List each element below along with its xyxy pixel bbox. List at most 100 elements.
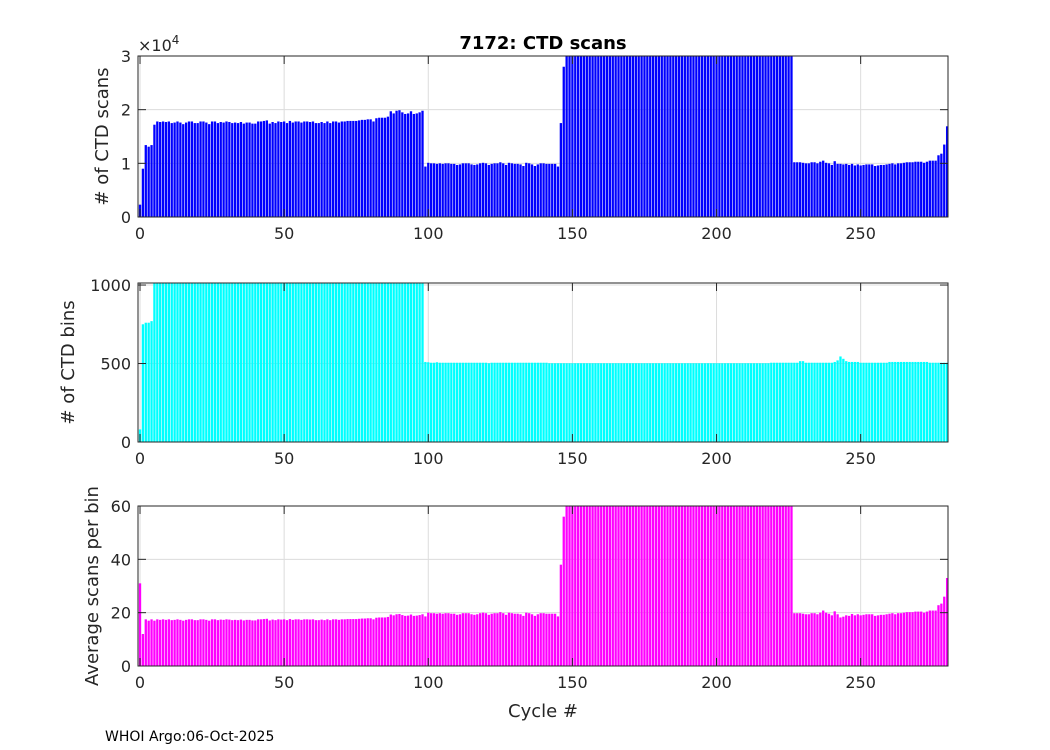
bar [755, 56, 759, 217]
bar [623, 506, 626, 666]
bar [862, 614, 865, 666]
bar [871, 362, 874, 442]
bar [504, 164, 508, 217]
bar [752, 363, 756, 442]
bar [749, 56, 753, 217]
bar [300, 619, 303, 666]
bar [634, 56, 637, 217]
bar [311, 283, 315, 442]
bar [804, 163, 808, 217]
bar [202, 619, 205, 666]
bar [470, 164, 473, 217]
bar [712, 506, 715, 666]
bar [888, 361, 891, 442]
bar [257, 619, 260, 666]
bar [213, 619, 217, 666]
bar [228, 619, 231, 666]
x-tick-label: 250 [845, 673, 876, 692]
bar [450, 163, 453, 217]
bar [698, 56, 701, 217]
bar [539, 163, 542, 217]
bar [314, 283, 318, 442]
bar [703, 363, 707, 442]
bar [931, 362, 934, 442]
y-exponent-label: ×104 [138, 33, 179, 55]
bar [216, 123, 219, 217]
bar [496, 613, 499, 666]
bar [199, 619, 202, 666]
bar [819, 362, 822, 442]
bar [801, 162, 805, 217]
bar [675, 506, 678, 666]
bar [455, 362, 459, 442]
bar [366, 618, 369, 666]
bar [161, 619, 165, 666]
bar [620, 56, 623, 217]
bar [614, 506, 617, 666]
bar [193, 620, 196, 666]
bar [447, 362, 450, 442]
bar [184, 619, 188, 666]
bar [199, 283, 202, 442]
bar [686, 506, 689, 666]
bar [660, 506, 663, 666]
bar [161, 283, 165, 442]
bar [706, 363, 710, 442]
bar [914, 161, 917, 217]
bar [637, 363, 640, 442]
bar [447, 613, 450, 666]
bar [378, 283, 381, 442]
scans-subplot: 0 50 100 150 200 250 0 1 2 3 # of CTD scans [92, 47, 949, 243]
bar [340, 283, 343, 442]
bar [306, 619, 309, 666]
bar [770, 506, 773, 666]
bar [441, 613, 444, 666]
bar [695, 363, 698, 442]
bar [219, 122, 222, 217]
bar [438, 613, 441, 666]
bar [553, 363, 557, 442]
bar [749, 506, 753, 666]
bar [306, 121, 309, 217]
bar [432, 613, 436, 666]
y-tick-label: 0 [121, 208, 131, 227]
bar [796, 613, 799, 666]
bar [490, 613, 493, 666]
bar [602, 363, 606, 442]
bar [519, 362, 522, 442]
bar [784, 56, 787, 217]
bar [709, 56, 712, 217]
bar [911, 612, 914, 666]
bar [378, 617, 381, 666]
y-axis-label: Average scans per bin [82, 486, 103, 686]
bar [579, 363, 583, 442]
bar [873, 615, 877, 666]
bar [819, 612, 822, 666]
bar [225, 121, 228, 217]
bar [908, 612, 911, 666]
bar [767, 363, 770, 442]
bar [222, 283, 225, 442]
bar [807, 163, 810, 217]
bar [453, 163, 456, 217]
bar [816, 614, 819, 666]
bar [450, 362, 453, 442]
bar [476, 362, 479, 442]
bar [245, 619, 248, 666]
bar [608, 56, 612, 217]
bar [381, 617, 384, 666]
bar [280, 619, 283, 666]
bar [254, 283, 257, 442]
bar [571, 363, 574, 442]
bar [741, 56, 744, 217]
bar [231, 283, 234, 442]
bar [597, 506, 600, 666]
bar [455, 614, 459, 666]
bar [594, 506, 597, 666]
bar [626, 506, 629, 666]
bar [533, 166, 537, 217]
bar [715, 56, 718, 217]
bar [548, 613, 551, 666]
bar [698, 363, 701, 442]
bar [657, 506, 661, 666]
